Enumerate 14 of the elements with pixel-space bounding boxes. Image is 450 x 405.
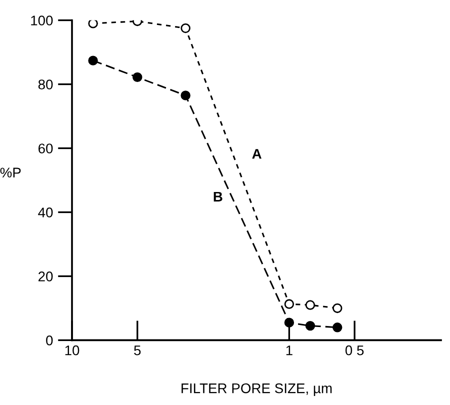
series-label: B (214, 192, 222, 202)
x-axis-title: FILTER PORE SIZE, µm (182, 383, 332, 396)
y-tick-label: 80 (38, 80, 53, 90)
y-tick-label: 40 (38, 208, 53, 218)
y-axis-title: %P (0, 168, 21, 178)
y-tick-label: 60 (38, 144, 53, 154)
x-tick-label: 1 (286, 346, 292, 356)
y-tick-label: 100 (31, 16, 53, 26)
x-tick-label: 10 (65, 345, 80, 356)
y-tick-label: 0 (46, 336, 53, 346)
series-label: A (252, 149, 262, 159)
x-tick-label: 5 (134, 346, 141, 356)
y-tick-label: 20 (38, 272, 53, 282)
x-tick-label: 0 5 (345, 345, 364, 356)
